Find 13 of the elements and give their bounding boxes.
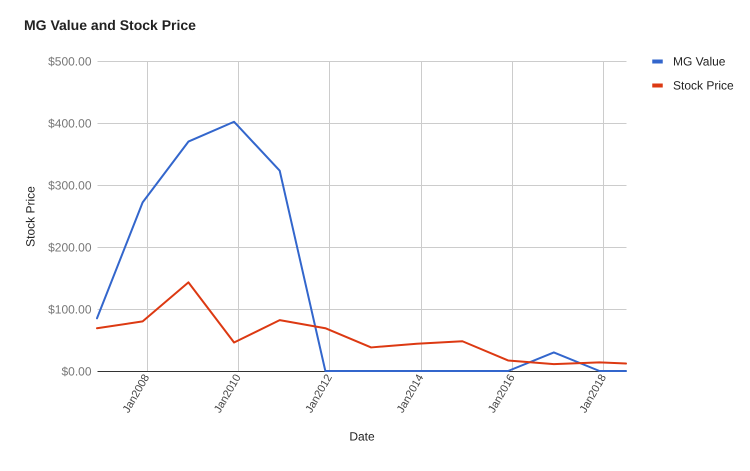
chart-title: MG Value and Stock Price [24,17,196,33]
y-tick-label: $100.00 [48,302,92,316]
line-series [96,120,627,372]
line-series [96,281,627,366]
x-axis-title: Date [349,430,375,444]
y-tick-label: $200.00 [48,240,92,254]
y-tick-label: $0.00 [61,364,92,378]
y-tick-label: $400.00 [48,116,92,130]
y-axis-title: Stock Price [24,186,38,247]
legend-label: MG Value [673,54,726,68]
y-tick-label: $500.00 [48,54,92,68]
legend-label: Stock Price [673,78,734,92]
y-tick-label: $300.00 [48,178,92,192]
